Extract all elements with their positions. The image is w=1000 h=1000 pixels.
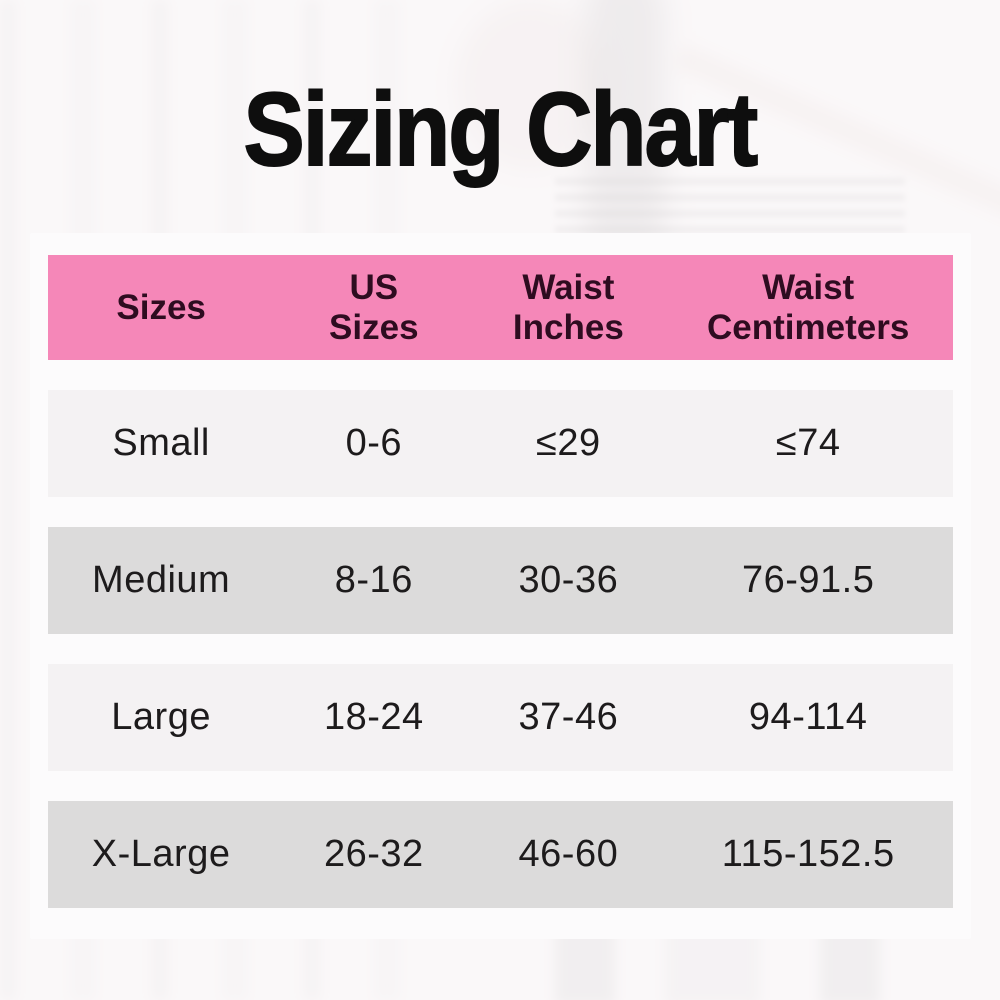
table-header-row: Sizes US Sizes Waist Inches Waist Centim… <box>48 255 953 360</box>
cell-waist-centimeters: 76-91.5 <box>741 559 875 601</box>
cell-waist-centimeters: 115-152.5 <box>721 833 895 875</box>
table-row-small: Small 0-6 ≤29 ≤74 <box>48 390 953 497</box>
cell-waist-centimeters: ≤74 <box>775 422 841 464</box>
cell-size-label: X-Large <box>91 833 231 875</box>
column-header-sizes: Sizes <box>116 287 206 327</box>
table-row-large: Large 18-24 37-46 94-114 <box>48 664 953 771</box>
cell-waist-inches: 46-60 <box>518 833 619 875</box>
cell-waist-centimeters: 94-114 <box>748 696 868 738</box>
table-row-x-large: X-Large 26-32 46-60 115-152.5 <box>48 801 953 908</box>
size-chart-card: Sizes US Sizes Waist Inches Waist Centim… <box>30 233 971 939</box>
cell-us-size: 26-32 <box>323 833 424 875</box>
cell-waist-inches: ≤29 <box>536 422 601 464</box>
cell-us-size: 8-16 <box>334 559 413 601</box>
column-header-waist-inches: Waist Inches <box>512 268 624 347</box>
cell-size-label: Small <box>112 422 210 464</box>
table-row-medium: Medium 8-16 30-36 76-91.5 <box>48 527 953 634</box>
size-table: Sizes US Sizes Waist Inches Waist Centim… <box>48 255 953 908</box>
page-title: Sizing Chart <box>243 72 759 188</box>
cell-size-label: Large <box>111 696 211 738</box>
cell-waist-inches: 30-36 <box>518 559 619 601</box>
column-header-waist-centimeters: Waist Centimeters <box>707 268 910 347</box>
cell-waist-inches: 37-46 <box>518 696 619 738</box>
column-header-us-sizes: US Sizes <box>329 268 419 347</box>
cell-us-size: 0-6 <box>345 422 402 464</box>
cell-us-size: 18-24 <box>323 696 424 738</box>
cell-size-label: Medium <box>92 559 231 601</box>
